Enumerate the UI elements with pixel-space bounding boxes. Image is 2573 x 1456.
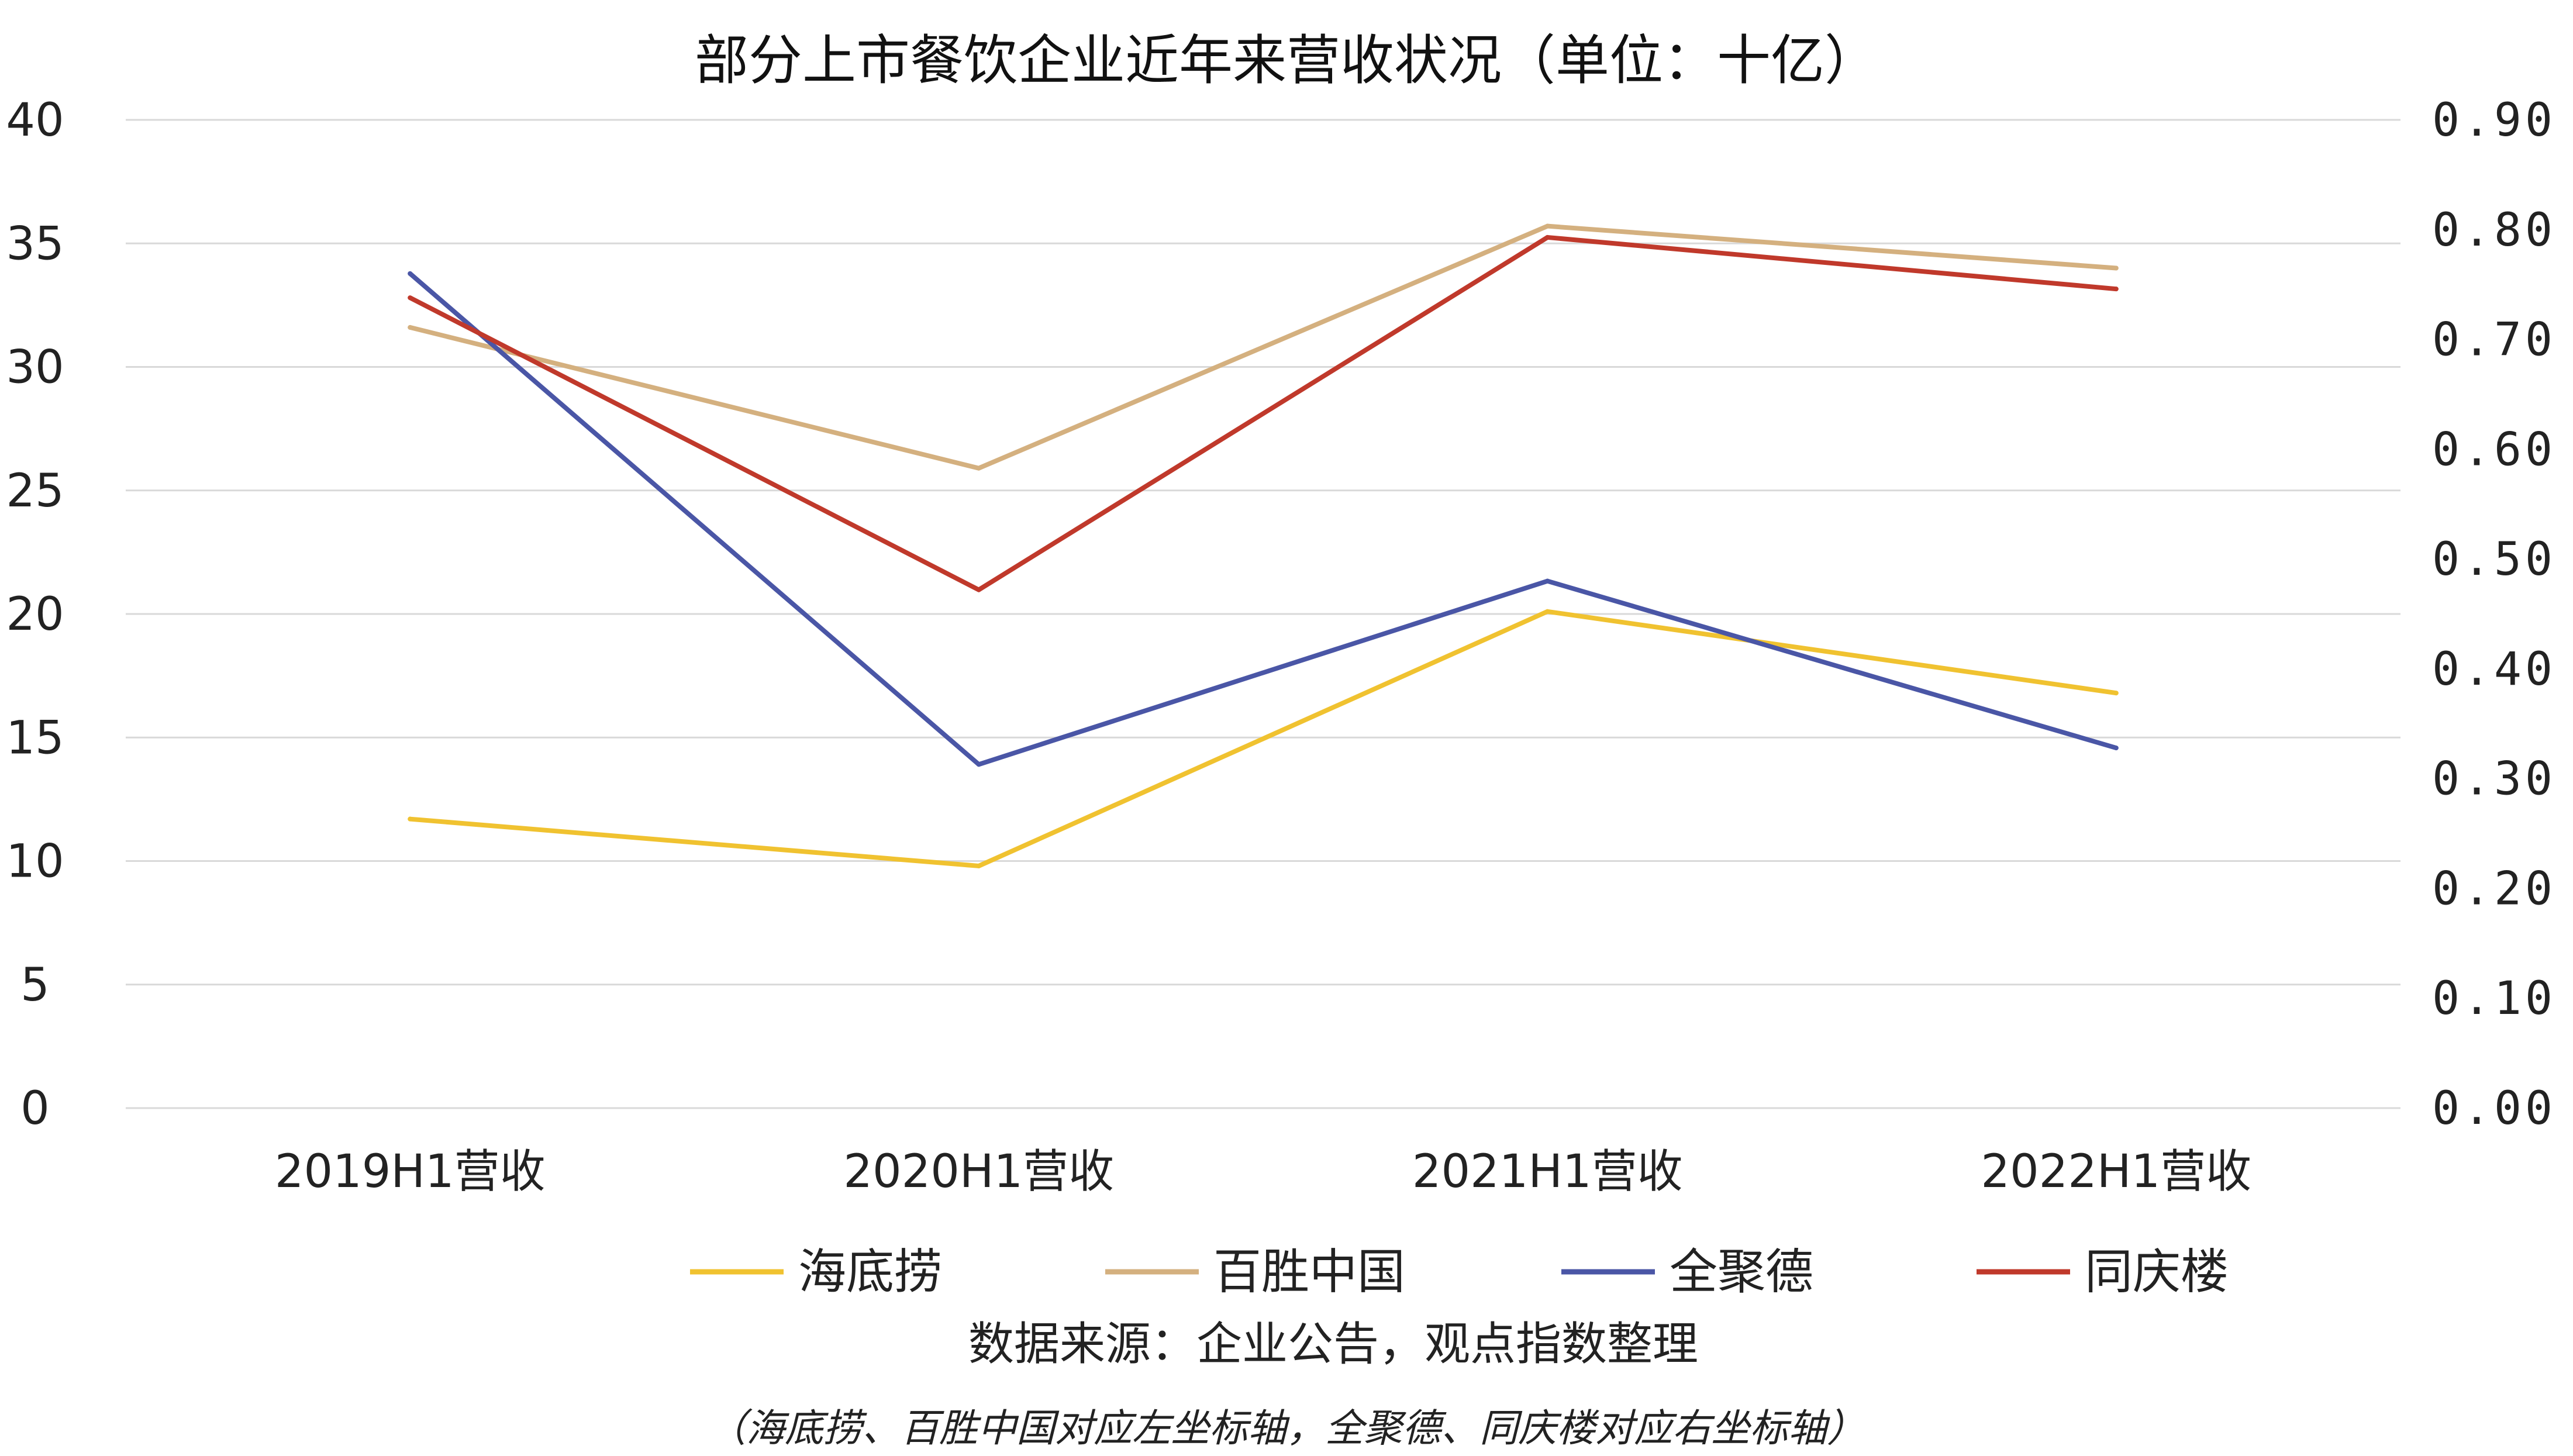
data-point — [976, 762, 981, 767]
right-y-tick-label: 0.10 — [2432, 972, 2556, 1025]
x-axis: 2019H1营收 2020H1营收 2021H1营收 2022H1营收 — [275, 1146, 2251, 1198]
right-y-tick-label: 0.80 — [2432, 204, 2556, 257]
right-y-tick-label: 0.50 — [2432, 533, 2556, 586]
axis-mapping-note: （海底捞、百胜中国对应左坐标轴，全聚德、同庆楼对应右坐标轴） — [708, 1406, 1865, 1451]
data-source-note: 数据来源：企业公告，观点指数整理 — [968, 1318, 1698, 1371]
left-y-axis: 0 5 10 15 20 25 30 35 40 — [6, 94, 64, 1135]
right-y-tick-label: 0.40 — [2432, 643, 2556, 696]
data-point — [2113, 265, 2119, 271]
right-y-tick-label: 0.90 — [2432, 94, 2556, 147]
x-category-label: 2021H1营收 — [1412, 1146, 1683, 1198]
grid-lines — [126, 119, 2400, 1109]
legend-label: 同庆楼 — [2085, 1244, 2229, 1300]
left-y-tick-label: 35 — [6, 218, 64, 270]
series-line-2 — [408, 271, 2119, 767]
left-y-tick-label: 15 — [6, 712, 64, 764]
right-y-tick-label: 0.70 — [2432, 314, 2556, 367]
series-line-1 — [408, 223, 2119, 471]
legend-label: 海底捞 — [798, 1244, 942, 1300]
data-point — [976, 587, 981, 592]
data-point — [2113, 287, 2119, 292]
data-point — [1545, 578, 1550, 584]
left-y-tick-label: 5 — [20, 959, 50, 1012]
right-y-axis: 0.00 0.10 0.20 0.30 0.40 0.50 0.60 0.70 0.80 0.90 — [2432, 94, 2556, 1135]
data-point — [1545, 223, 1550, 229]
left-y-tick-label: 20 — [6, 588, 64, 641]
left-y-tick-label: 0 — [20, 1082, 50, 1135]
data-point — [976, 465, 981, 471]
series-line-0 — [408, 609, 2119, 868]
right-y-tick-label: 0.60 — [2432, 423, 2556, 476]
x-category-label: 2019H1营收 — [275, 1146, 546, 1198]
legend-label: 全聚德 — [1670, 1244, 1813, 1300]
series-line-3 — [408, 234, 2119, 592]
data-point — [976, 863, 981, 868]
data-point — [2113, 746, 2119, 751]
right-y-tick-label: 0.20 — [2432, 862, 2556, 915]
data-point — [408, 271, 413, 276]
legend: 海底捞 百胜中国 全聚德 同庆楼 — [690, 1244, 2229, 1300]
x-category-label: 2022H1营收 — [1981, 1146, 2251, 1198]
left-y-tick-label: 10 — [6, 836, 64, 888]
chart-title: 部分上市餐饮企业近年来营收状况（单位：十亿） — [695, 29, 1878, 92]
x-category-label: 2020H1营收 — [843, 1146, 1114, 1198]
data-point — [408, 816, 413, 822]
left-y-tick-label: 25 — [6, 465, 64, 517]
right-y-tick-label: 0.00 — [2432, 1082, 2556, 1135]
right-y-tick-label: 0.30 — [2432, 753, 2556, 806]
data-point — [408, 325, 413, 330]
series-lines — [408, 223, 2119, 868]
left-y-tick-label: 40 — [6, 94, 64, 147]
data-point — [2113, 691, 2119, 696]
left-y-tick-label: 30 — [6, 341, 64, 394]
data-point — [408, 295, 413, 301]
data-point — [1545, 609, 1550, 614]
legend-label: 百胜中国 — [1213, 1244, 1405, 1300]
data-point — [1545, 234, 1550, 240]
